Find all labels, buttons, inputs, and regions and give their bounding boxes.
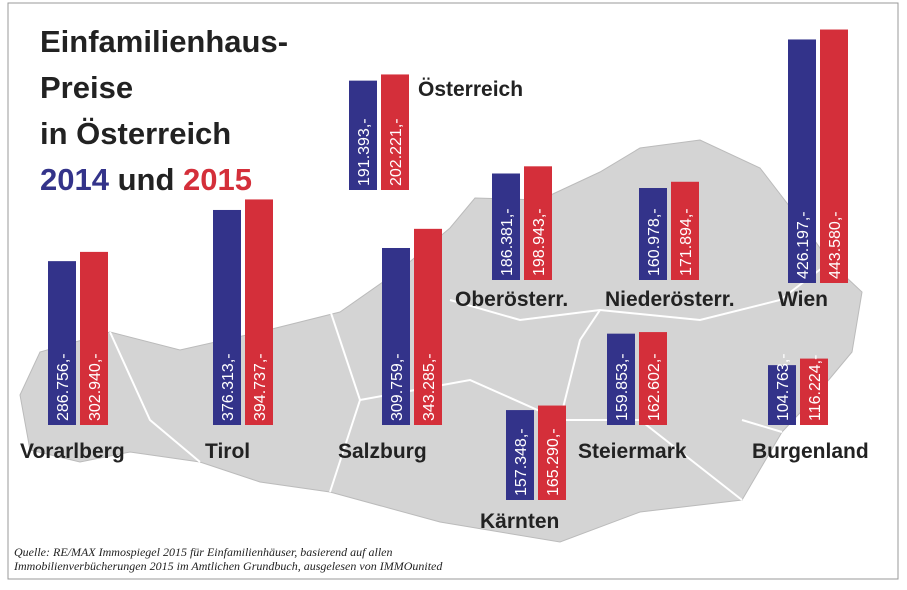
bar [524,166,552,280]
bar [414,228,442,425]
value-label: 302.940,- [87,353,104,421]
bar [382,247,410,425]
region-label: Tirol [205,440,250,463]
bar [213,209,241,425]
title-line: Preise [40,70,133,105]
bar [788,39,816,283]
bar [607,333,635,425]
region-label: Kärnten [480,510,559,533]
bar [538,405,566,500]
legend: 2014 und 2015 [40,162,252,197]
legend-2015: 2015 [183,162,252,197]
bar [671,181,699,280]
region-label: Wien [778,288,828,311]
region-label: Steiermark [578,440,687,463]
value-label: 162.602,- [646,353,663,421]
value-label: 186.381,- [499,208,516,276]
value-label: 343.285,- [421,353,438,421]
value-label: 376.313,- [220,353,237,421]
bar [245,199,273,425]
bar [639,332,667,425]
value-label: 394.737,- [252,353,269,421]
legend-2014: 2014 [40,162,110,197]
region-label: Oberösterr. [455,288,568,311]
value-label: 157.348,- [513,428,530,496]
bar [492,173,520,280]
map-borders [559,309,601,421]
legend-joiner: und [118,162,175,197]
value-label: 286.756,- [55,353,72,421]
bar [639,188,667,280]
value-label: 198.943,- [531,208,548,276]
value-label: 160.978,- [646,208,663,276]
region-label: Niederösterr. [605,288,735,311]
bar [506,410,534,500]
map-borders [449,261,831,322]
value-label: 104.763,- [775,353,792,421]
value-label: 426.197,- [795,211,812,279]
bar [768,365,796,425]
bar [48,261,76,425]
bar [800,358,828,425]
value-label: 165.290,- [545,428,562,496]
value-label: 116.224,- [807,355,824,421]
map-borders [109,331,201,463]
title-line: in Österreich [40,116,231,151]
bar [820,29,848,284]
bar [80,251,108,425]
source: Quelle: RE/MAX Immospiegel 2015 für Einf… [14,545,393,559]
value-label: 443.580,- [827,211,844,279]
region-label: Salzburg [338,440,427,463]
bar [349,80,377,190]
region-label: Burgenland [752,440,869,463]
region-label: Österreich [418,78,523,101]
region-label: Vorarlberg [20,440,125,463]
title-line: Einfamilienhaus- [40,24,288,59]
value-label: 202.221,- [388,118,405,186]
map-borders [741,419,783,433]
bar [381,74,409,190]
value-label: 309.759,- [389,353,406,421]
value-label: 191.393,- [356,118,373,186]
value-label: 159.853,- [614,353,631,421]
source: Immobilienverbücherungen 2015 im Amtlich… [13,559,443,573]
value-label: 171.894,- [678,208,695,276]
